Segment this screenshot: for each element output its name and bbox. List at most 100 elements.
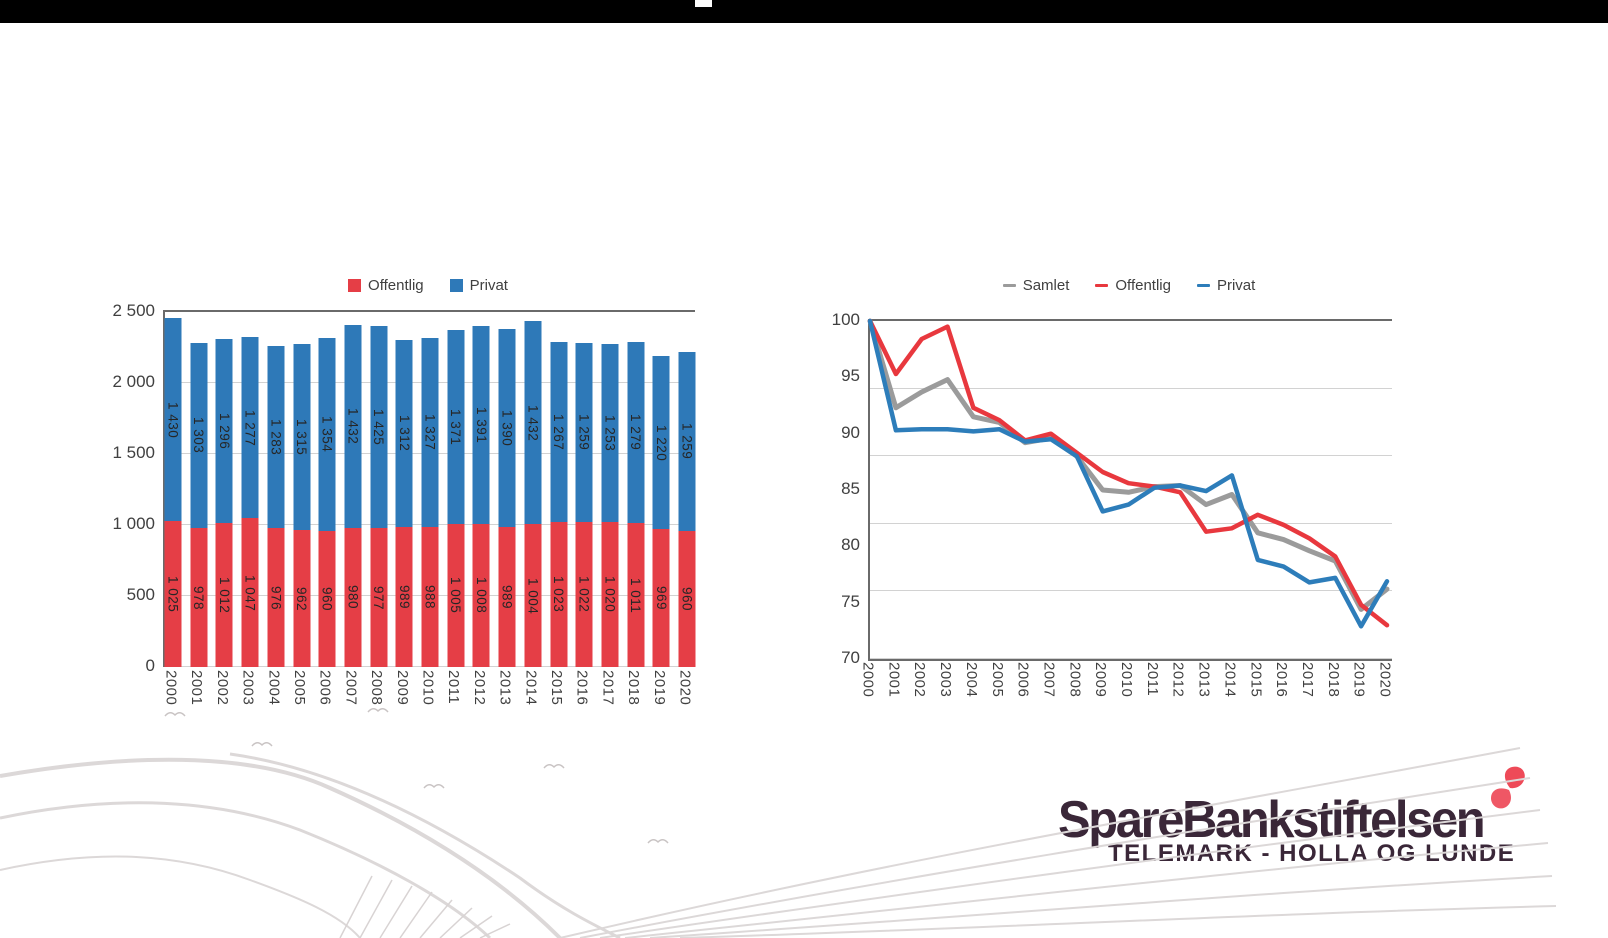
bar-value-label-offentlig: 960 bbox=[319, 586, 335, 611]
x-tick-label: 2012 bbox=[1169, 662, 1187, 698]
bar-2018: 1 279 1 011 bbox=[627, 341, 645, 667]
bar-value-label-privat: 1 432 bbox=[345, 408, 361, 445]
bar-value-label-offentlig: 978 bbox=[191, 585, 207, 610]
bar-segment-offentlig: 1 020 bbox=[601, 522, 619, 667]
bar-value-label-privat: 1 259 bbox=[679, 423, 695, 460]
bar-value-label-privat: 1 296 bbox=[216, 413, 232, 450]
bar-2002: 1 296 1 012 bbox=[215, 339, 233, 667]
x-tick-label: 2009 bbox=[1092, 662, 1110, 698]
bar-2016: 1 259 1 022 bbox=[575, 343, 593, 667]
series-line-offentlig bbox=[867, 318, 1390, 628]
bar-segment-offentlig: 978 bbox=[190, 528, 208, 667]
line-chart-y-axis: 100 95 90 85 80 75 70 bbox=[780, 310, 868, 667]
x-tick-label: 2004 bbox=[265, 670, 283, 706]
bar-value-label-offentlig: 1 023 bbox=[551, 576, 566, 613]
legend-item: Samlet bbox=[1002, 277, 1069, 294]
bar-value-label-privat: 1 390 bbox=[499, 409, 515, 447]
x-tick-label: 2011 bbox=[1143, 662, 1161, 697]
bar-2006: 1 354 960 bbox=[318, 338, 336, 667]
bar-2009: 1 312 989 bbox=[395, 340, 413, 667]
bar-segment-privat: 1 296 bbox=[215, 339, 233, 524]
x-tick-label: 2006 bbox=[1014, 662, 1032, 698]
x-tick-label: 2000 bbox=[859, 662, 877, 698]
bar-segment-privat: 1 391 bbox=[472, 326, 490, 524]
bar-segment-offentlig: 960 bbox=[678, 530, 696, 667]
bar-2005: 1 315 962 bbox=[293, 343, 310, 667]
legend-dash-samlet bbox=[1002, 283, 1016, 287]
gridline bbox=[870, 387, 1392, 389]
y-tick-label: 2 500 bbox=[112, 301, 155, 320]
legend-label: Offentlig bbox=[368, 276, 424, 294]
bar-value-label-offentlig: 1 020 bbox=[602, 576, 618, 613]
x-tick-label: 2000 bbox=[162, 670, 180, 706]
bar-segment-privat: 1 432 bbox=[524, 321, 542, 525]
bar-segment-offentlig: 1 023 bbox=[550, 521, 567, 667]
legend-item: Offentlig bbox=[348, 277, 424, 294]
bar-2019: 1 220 969 bbox=[652, 356, 670, 667]
series-line-privat bbox=[867, 318, 1390, 629]
bar-segment-privat: 1 220 bbox=[652, 356, 670, 530]
butterfly-icon bbox=[1491, 766, 1525, 809]
bar-segment-offentlig: 1 047 bbox=[241, 518, 259, 667]
line-chart-plot bbox=[867, 318, 1392, 661]
bar-segment-privat: 1 354 bbox=[318, 338, 336, 531]
x-tick-label: 2003 bbox=[937, 662, 955, 698]
x-tick-label: 2002 bbox=[911, 662, 929, 698]
bar-2004: 1 283 976 bbox=[267, 346, 285, 667]
top-bar-notch bbox=[695, 0, 712, 7]
top-black-bar bbox=[0, 0, 1608, 23]
bar-2010: 1 327 988 bbox=[421, 338, 439, 667]
bar-segment-offentlig: 1 012 bbox=[215, 523, 233, 667]
bar-segment-offentlig: 1 005 bbox=[447, 524, 465, 667]
bar-2020: 1 259 960 bbox=[678, 351, 696, 667]
bar-value-label-privat: 1 267 bbox=[551, 413, 566, 450]
bar-value-label-offentlig: 1 012 bbox=[216, 576, 232, 614]
bar-2013: 1 390 989 bbox=[498, 329, 516, 667]
y-tick-label: 80 bbox=[841, 535, 860, 555]
bar-2003: 1 277 1 047 bbox=[241, 337, 259, 667]
x-tick-label: 2008 bbox=[368, 670, 386, 706]
bar-segment-offentlig: 1 022 bbox=[575, 521, 593, 667]
x-tick-label: 2005 bbox=[988, 662, 1006, 698]
bar-value-label-offentlig: 962 bbox=[294, 586, 309, 611]
bar-value-label-privat: 1 283 bbox=[268, 419, 284, 456]
x-tick-label: 2004 bbox=[962, 662, 980, 698]
gridline bbox=[870, 590, 1392, 592]
bar-segment-offentlig: 976 bbox=[267, 528, 285, 667]
bar-value-label-offentlig: 1 025 bbox=[165, 576, 181, 613]
bar-value-label-privat: 1 430 bbox=[165, 401, 181, 439]
bar-segment-privat: 1 283 bbox=[267, 346, 285, 529]
x-tick-label: 2003 bbox=[239, 670, 257, 706]
x-tick-label: 2011 bbox=[445, 670, 463, 705]
bar-value-label-offentlig: 977 bbox=[371, 585, 387, 610]
bar-segment-privat: 1 430 bbox=[164, 318, 182, 522]
x-tick-label: 2002 bbox=[213, 670, 231, 706]
bar-segment-offentlig: 969 bbox=[652, 529, 670, 667]
y-tick-label: 85 bbox=[841, 479, 860, 498]
bar-segment-privat: 1 279 bbox=[627, 341, 645, 524]
legend-dash-privat bbox=[1196, 283, 1210, 287]
x-tick-label: 2020 bbox=[1376, 662, 1394, 698]
gridline bbox=[870, 522, 1392, 524]
bar-segment-offentlig: 988 bbox=[421, 526, 439, 667]
bar-segment-offentlig: 1 011 bbox=[627, 523, 645, 667]
bar-value-label-privat: 1 277 bbox=[242, 409, 258, 446]
x-tick-label: 2016 bbox=[1273, 662, 1291, 698]
x-tick-label: 2019 bbox=[650, 670, 668, 706]
bar-2017: 1 253 1 020 bbox=[601, 344, 619, 667]
bar-segment-privat: 1 267 bbox=[550, 341, 567, 522]
bar-2001: 1 303 978 bbox=[190, 343, 208, 667]
line-chart-x-axis: 2000 2001 2002 2003 2004 2005 2006 2007 2008 2009… bbox=[860, 662, 1394, 707]
bar-segment-offentlig: 989 bbox=[395, 526, 413, 667]
bar-value-label-privat: 1 279 bbox=[628, 414, 644, 451]
x-tick-label: 2009 bbox=[393, 670, 411, 706]
x-tick-label: 2007 bbox=[1040, 662, 1058, 698]
bar-value-label-offentlig: 980 bbox=[345, 585, 361, 610]
bar-value-label-offentlig: 1 011 bbox=[628, 577, 644, 613]
gridline bbox=[870, 455, 1392, 457]
bar-2007: 1 432 980 bbox=[344, 324, 362, 668]
bar-segment-offentlig: 1 025 bbox=[164, 521, 182, 667]
bar-value-label-offentlig: 969 bbox=[653, 586, 669, 611]
bar-segment-privat: 1 303 bbox=[190, 343, 208, 529]
bar-segment-privat: 1 312 bbox=[395, 340, 413, 527]
